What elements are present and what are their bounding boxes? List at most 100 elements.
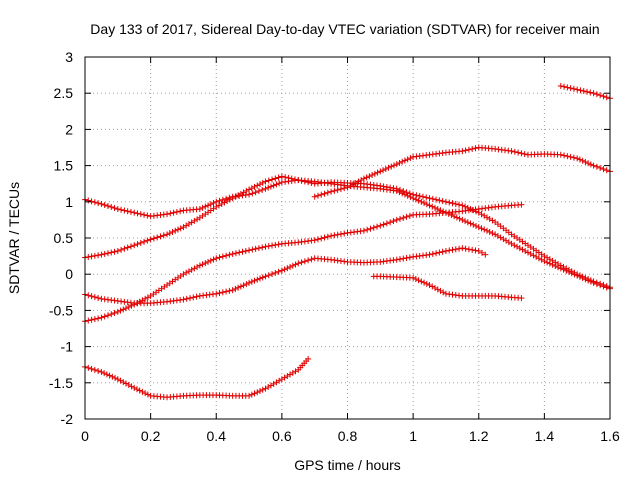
data-point	[344, 184, 351, 191]
data-point	[292, 176, 298, 183]
data-point	[237, 283, 244, 290]
data-point	[478, 211, 485, 218]
data-point	[415, 197, 422, 204]
data-point	[449, 200, 456, 207]
data-point	[429, 203, 436, 210]
data-point	[426, 202, 433, 209]
data-point	[219, 289, 226, 296]
data-point	[590, 90, 597, 97]
series-track-3	[311, 144, 613, 200]
data-point	[281, 374, 288, 381]
data-point	[363, 174, 370, 181]
data-point	[188, 219, 195, 226]
data-point	[587, 277, 594, 284]
data-point	[524, 249, 531, 256]
data-point	[567, 153, 574, 160]
data-point	[289, 369, 296, 376]
data-point	[390, 185, 397, 192]
data-point	[442, 248, 449, 255]
data-point	[311, 237, 318, 244]
data-point	[114, 308, 121, 315]
data-point	[423, 194, 430, 201]
data-point	[500, 236, 507, 243]
data-point	[196, 262, 203, 269]
data-point	[240, 282, 247, 289]
data-point	[456, 215, 463, 222]
data-point	[232, 193, 239, 200]
data-point	[593, 163, 600, 170]
data-point	[560, 263, 567, 270]
data-point	[117, 307, 124, 314]
data-point	[193, 293, 200, 300]
data-point	[142, 390, 149, 397]
data-point	[412, 276, 419, 283]
data-point	[390, 218, 397, 225]
data-point	[147, 236, 154, 243]
data-point	[483, 214, 490, 221]
data-point	[194, 263, 201, 270]
data-point	[190, 294, 197, 301]
data-point	[508, 240, 515, 247]
y-tick-label: 2.5	[54, 85, 74, 101]
data-point	[269, 242, 276, 249]
data-point	[366, 173, 373, 180]
data-point	[288, 175, 295, 182]
data-point	[574, 271, 581, 278]
data-point	[262, 243, 269, 250]
x-tick-label: 0.2	[141, 428, 161, 444]
data-point	[88, 365, 95, 372]
data-point	[399, 158, 406, 165]
data-point	[541, 258, 548, 265]
data-point	[111, 205, 118, 212]
data-point	[180, 296, 187, 303]
series-track-4	[557, 82, 613, 102]
data-point	[374, 169, 381, 176]
data-point	[377, 222, 384, 229]
data-point	[88, 316, 95, 323]
data-point	[593, 279, 600, 286]
data-point	[134, 210, 141, 217]
data-point	[452, 200, 459, 207]
data-point	[205, 202, 212, 209]
data-point	[207, 257, 214, 264]
data-point	[177, 208, 184, 215]
x-tick-label: 0.4	[207, 428, 227, 444]
data-point	[259, 179, 266, 186]
data-point	[571, 269, 578, 276]
data-point	[85, 253, 92, 260]
data-point	[199, 204, 206, 211]
data-point	[597, 164, 604, 171]
data-point	[275, 241, 282, 248]
data-point	[267, 183, 274, 190]
data-point	[388, 163, 395, 170]
data-point	[262, 273, 269, 280]
data-point	[459, 245, 466, 252]
data-point	[570, 85, 577, 92]
data-point	[174, 226, 181, 233]
data-point	[360, 175, 367, 182]
data-point	[95, 367, 102, 374]
data-point	[418, 278, 425, 285]
x-tick-label: 0.6	[272, 428, 292, 444]
data-point	[141, 238, 148, 245]
data-point	[272, 175, 279, 182]
data-point	[251, 277, 258, 284]
data-point	[445, 210, 452, 217]
data-point	[229, 250, 236, 257]
data-point	[273, 379, 280, 386]
data-point	[104, 250, 111, 257]
data-point	[582, 158, 589, 165]
data-point	[270, 380, 277, 387]
data-point	[246, 279, 253, 286]
data-point	[472, 247, 479, 254]
data-point	[337, 231, 344, 238]
y-tick-label: -2	[61, 411, 74, 427]
data-point	[449, 246, 456, 253]
data-point	[564, 153, 571, 160]
data-point	[600, 93, 607, 100]
data-point	[585, 160, 592, 167]
data-point	[433, 196, 440, 203]
data-point	[101, 370, 108, 377]
data-point	[426, 195, 433, 202]
data-point	[120, 306, 127, 313]
